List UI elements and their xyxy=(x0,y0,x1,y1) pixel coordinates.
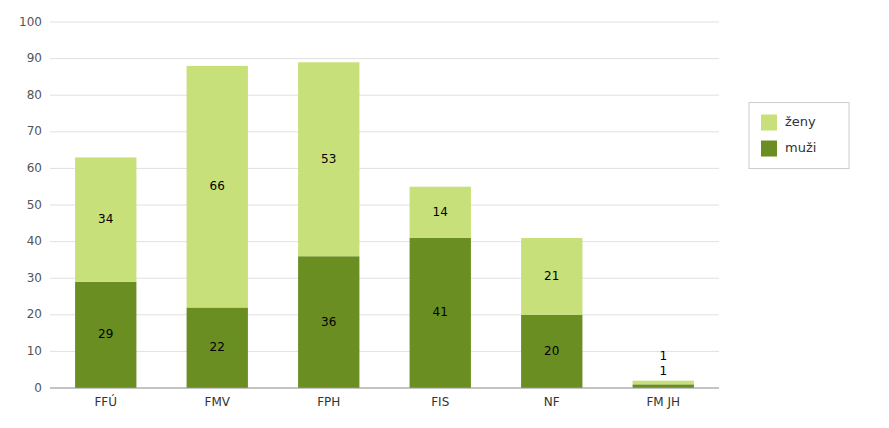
data-label: 14 xyxy=(433,205,448,219)
bar-segment xyxy=(75,157,136,281)
grid-line xyxy=(50,22,719,23)
y-tick-label: 100 xyxy=(19,15,42,29)
data-label: 1 xyxy=(659,349,667,363)
bar-segment xyxy=(633,384,694,388)
y-tick-label: 60 xyxy=(27,161,42,175)
bar-segment xyxy=(187,66,248,308)
x-tick-label: NF xyxy=(544,395,560,409)
bar-segment xyxy=(633,381,694,385)
grid-line xyxy=(50,278,719,279)
x-axis-line xyxy=(50,388,719,389)
grid-line xyxy=(50,168,719,169)
y-axis: 0 10 20 30 40 50 60 70 80 90 100 xyxy=(19,15,42,395)
x-tick-label: FM JH xyxy=(646,395,680,409)
chart-container: 0 10 20 30 40 50 60 70 80 90 100 29 22 36 41 20 34 66 53 14… xyxy=(0,0,889,428)
grid-line xyxy=(50,58,719,59)
legend-swatch xyxy=(761,141,777,157)
data-label: 20 xyxy=(544,344,559,358)
bar-segment xyxy=(75,282,136,388)
data-label: 36 xyxy=(321,315,336,329)
grid-line xyxy=(50,351,719,352)
data-label: 29 xyxy=(98,327,113,341)
data-label: 21 xyxy=(544,269,559,283)
data-label: 22 xyxy=(210,340,225,354)
bars xyxy=(75,62,694,388)
grid-line xyxy=(50,314,719,315)
y-tick-label: 20 xyxy=(27,307,42,321)
legend-label: muži xyxy=(785,140,816,155)
legend-label: ženy xyxy=(785,114,816,129)
grid-line xyxy=(50,131,719,132)
grid-line xyxy=(50,205,719,206)
chart: 0 10 20 30 40 50 60 70 80 90 100 29 22 36 41 20 34 66 53 14… xyxy=(0,0,889,428)
x-tick-label: FMV xyxy=(205,395,231,409)
y-tick-label: 70 xyxy=(27,124,42,138)
bar-segment xyxy=(187,307,248,388)
y-tick-label: 30 xyxy=(27,271,42,285)
grid-line xyxy=(50,388,719,389)
y-tick-label: 80 xyxy=(27,88,42,102)
bar-segment xyxy=(298,62,359,256)
data-labels: 29 22 36 41 20 34 66 53 14 21 11 xyxy=(98,152,667,378)
bar-segment xyxy=(298,256,359,388)
grid-line xyxy=(50,241,719,242)
bar-segment xyxy=(410,238,471,388)
x-tick-label: FIS xyxy=(431,395,449,409)
y-tick-label: 40 xyxy=(27,234,42,248)
legend: ženy muži xyxy=(749,103,849,169)
bar-segment xyxy=(521,238,582,315)
data-label: 41 xyxy=(433,305,448,319)
y-tick-label: 0 xyxy=(34,381,42,395)
grid-line xyxy=(50,95,719,96)
grid xyxy=(50,22,719,388)
data-label: 66 xyxy=(210,179,225,193)
bar-segment xyxy=(521,315,582,388)
bar-segment xyxy=(410,187,471,238)
legend-swatch xyxy=(761,115,777,131)
x-axis: FFÚ FMV FPH FIS NF FM JH xyxy=(50,388,719,409)
y-tick-label: 90 xyxy=(27,51,42,65)
data-label: 1 xyxy=(659,364,667,378)
data-label: 53 xyxy=(321,152,336,166)
x-tick-label: FFÚ xyxy=(94,394,117,409)
y-tick-label: 50 xyxy=(27,198,42,212)
legend-frame xyxy=(749,103,849,169)
x-tick-label: FPH xyxy=(317,395,340,409)
data-label: 34 xyxy=(98,212,113,226)
y-tick-label: 10 xyxy=(27,344,42,358)
